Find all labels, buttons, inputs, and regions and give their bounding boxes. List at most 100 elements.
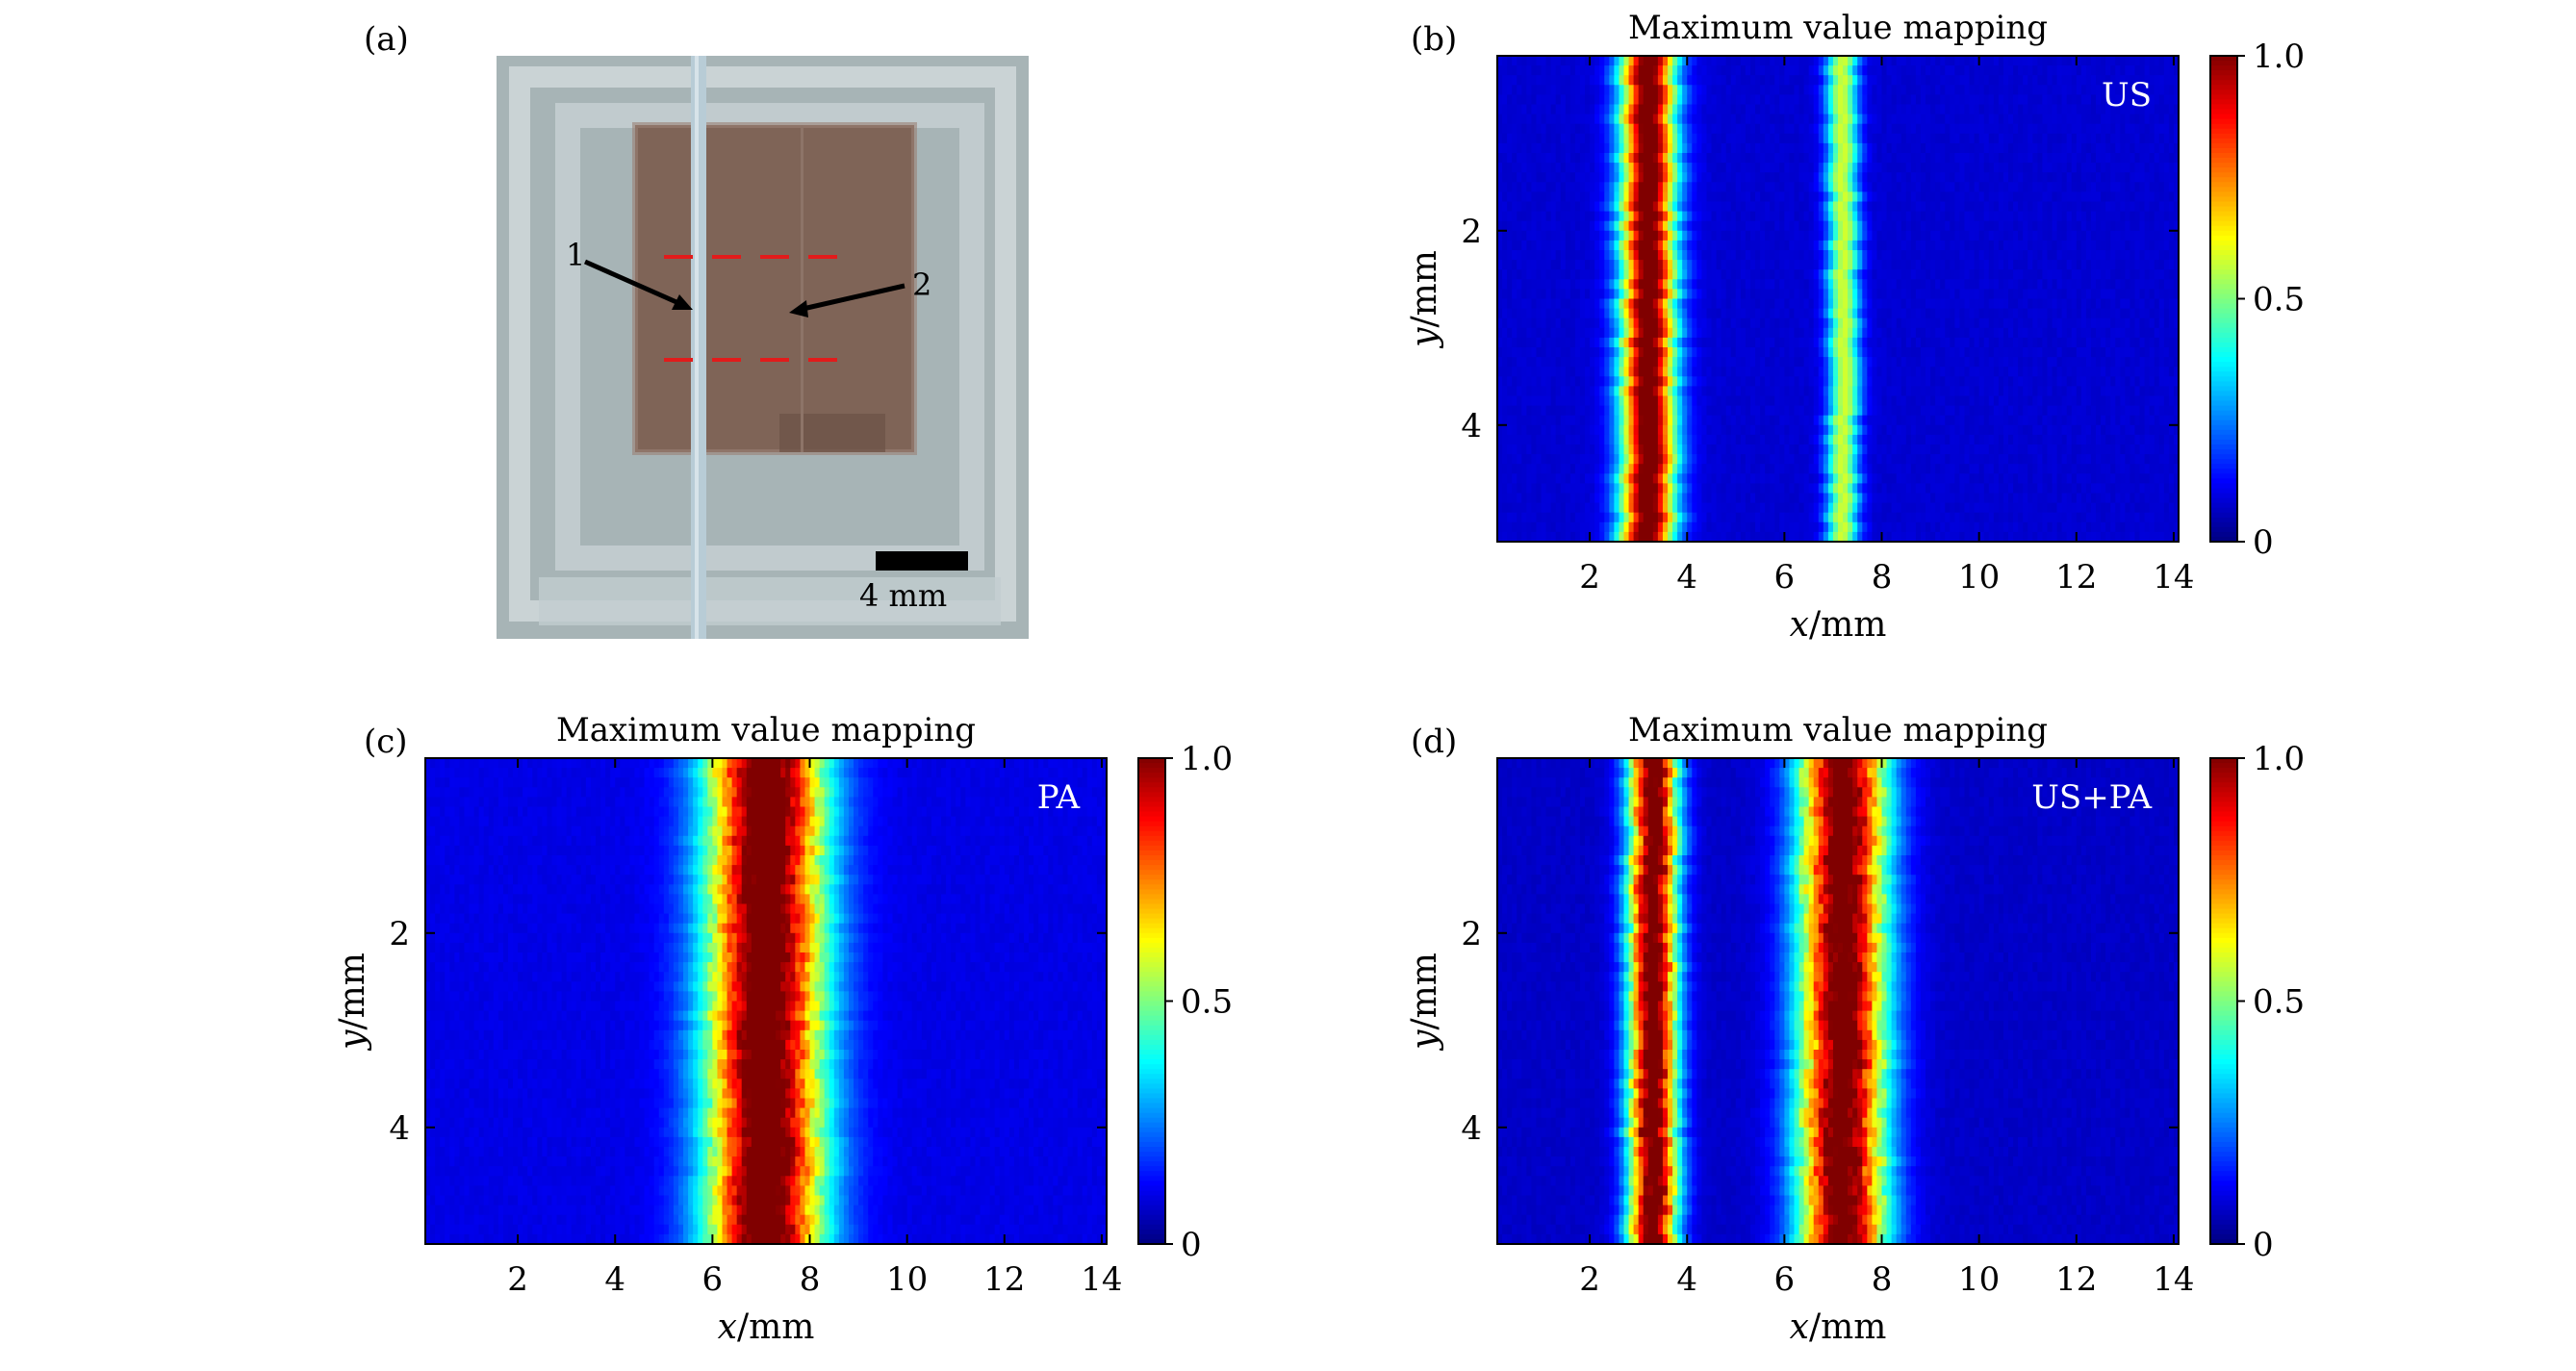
heatmap-cell: [1935, 133, 1941, 144]
heatmap-cell: [1862, 163, 1868, 173]
heatmap-cell: [1867, 347, 1873, 358]
heatmap-cell: [1920, 367, 1926, 377]
heatmap-cell: [1988, 182, 1995, 192]
heatmap-cell: [1857, 163, 1863, 173]
heatmap-cell: [2125, 133, 2131, 144]
heatmap-cell: [1609, 163, 1615, 173]
heatmap-cell: [1682, 357, 1688, 368]
heatmap-cell: [2002, 94, 2009, 106]
heatmap-cell: [1857, 94, 1863, 106]
heatmap-cell: [1959, 376, 1966, 387]
heatmap-cell: [1808, 395, 1815, 407]
heatmap-cell: [1696, 201, 1702, 213]
heatmap-cell: [2125, 142, 2131, 154]
heatmap-cell: [1808, 386, 1815, 397]
heatmap-cell: [1721, 104, 1727, 115]
heatmap-cell: [2085, 114, 2092, 125]
heatmap-cell: [1755, 201, 1761, 213]
heatmap-cell: [2042, 56, 2049, 66]
heatmap-cell: [1740, 260, 1747, 270]
heatmap-cell: [1760, 308, 1766, 319]
heatmap-cell: [1950, 308, 1955, 319]
heatmap-cell: [1760, 337, 1766, 348]
heatmap-cell: [1687, 279, 1693, 290]
heatmap-cell: [1803, 298, 1810, 310]
heatmap-cell: [2158, 327, 2165, 339]
heatmap-cell: [2047, 376, 2053, 387]
heatmap-cell: [2023, 357, 2028, 368]
heatmap-cell: [1848, 201, 1853, 213]
heatmap-cell: [2037, 357, 2043, 368]
heatmap-cell: [1827, 220, 1834, 232]
heatmap-cell: [1541, 269, 1547, 280]
heatmap-cell: [1555, 279, 1562, 290]
heatmap-cell: [1512, 133, 1518, 144]
heatmap-cell: [1569, 163, 1576, 173]
heatmap-cell: [1565, 85, 1571, 95]
heatmap-cell: [1730, 386, 1737, 397]
heatmap-cell: [2023, 104, 2028, 115]
heatmap-cell: [1770, 395, 1775, 407]
heatmap-cell: [1628, 220, 1635, 232]
heatmap-cell: [1512, 298, 1518, 310]
heatmap-cell: [2008, 211, 2014, 222]
heatmap-cell: [1725, 163, 1732, 173]
heatmap-cell: [1604, 347, 1610, 358]
heatmap-cell: [1526, 94, 1532, 106]
heatmap-cell: [1536, 153, 1543, 164]
heatmap-cell: [1900, 337, 1907, 348]
chart-title: Maximum value mapping: [1628, 9, 2048, 47]
heatmap-cell: [1993, 240, 2000, 251]
heatmap-cell: [2042, 191, 2049, 203]
heatmap-cell: [1935, 182, 1941, 192]
heatmap-cell: [2037, 94, 2043, 106]
heatmap-cell: [1832, 172, 1839, 183]
heatmap-cell: [1794, 357, 1800, 368]
heatmap-cell: [1848, 289, 1853, 300]
heatmap-cell: [1497, 317, 1503, 329]
heatmap-cell: [1599, 298, 1605, 310]
heatmap-cell: [1725, 386, 1732, 397]
heatmap-cell: [1838, 337, 1844, 348]
heatmap-cell: [1872, 104, 1878, 115]
heatmap-cell: [1872, 133, 1878, 144]
heatmap-cell: [2047, 240, 2053, 251]
heatmap-cell: [1881, 104, 1888, 115]
heatmap-cell: [1512, 94, 1518, 106]
heatmap-cell: [1497, 279, 1503, 290]
heatmap-cell: [1569, 65, 1576, 76]
heatmap-cell: [1619, 250, 1625, 261]
heatmap-cell: [2101, 75, 2106, 86]
heatmap-cell: [2018, 94, 2024, 106]
heatmap-cell: [2134, 250, 2141, 261]
heatmap-cell: [1915, 279, 1922, 290]
heatmap-cell: [1623, 211, 1630, 222]
heatmap-cell: [1974, 201, 1980, 213]
heatmap-cell: [1745, 182, 1751, 192]
heatmap-cell: [1716, 211, 1722, 222]
heatmap-cell: [1633, 211, 1640, 222]
heatmap-cell: [1633, 317, 1640, 329]
heatmap-cell: [1716, 56, 1722, 66]
heatmap-cell: [1784, 279, 1791, 290]
heatmap-cell: [2173, 114, 2180, 125]
heatmap-cell: [1696, 114, 1702, 125]
heatmap-cell: [1872, 163, 1878, 173]
heatmap-cell: [1978, 75, 1985, 86]
heatmap-cell: [1716, 327, 1722, 339]
heatmap-cell: [1643, 337, 1649, 348]
heatmap-cell: [1662, 298, 1669, 310]
heatmap-cell: [2071, 201, 2078, 213]
heatmap-cell: [2101, 182, 2106, 192]
heatmap-cell: [1900, 298, 1907, 310]
heatmap-cell: [2071, 289, 2078, 300]
heatmap-cell: [1950, 298, 1955, 310]
heatmap-cell: [1749, 75, 1756, 86]
heatmap-cell: [2008, 75, 2014, 86]
heatmap-cell: [2061, 357, 2068, 368]
heatmap-cell: [1765, 172, 1771, 183]
heatmap-cell: [2018, 220, 2024, 232]
heatmap-cell: [1594, 395, 1600, 407]
heatmap-cell: [1886, 337, 1893, 348]
heatmap-cell: [1657, 250, 1664, 261]
